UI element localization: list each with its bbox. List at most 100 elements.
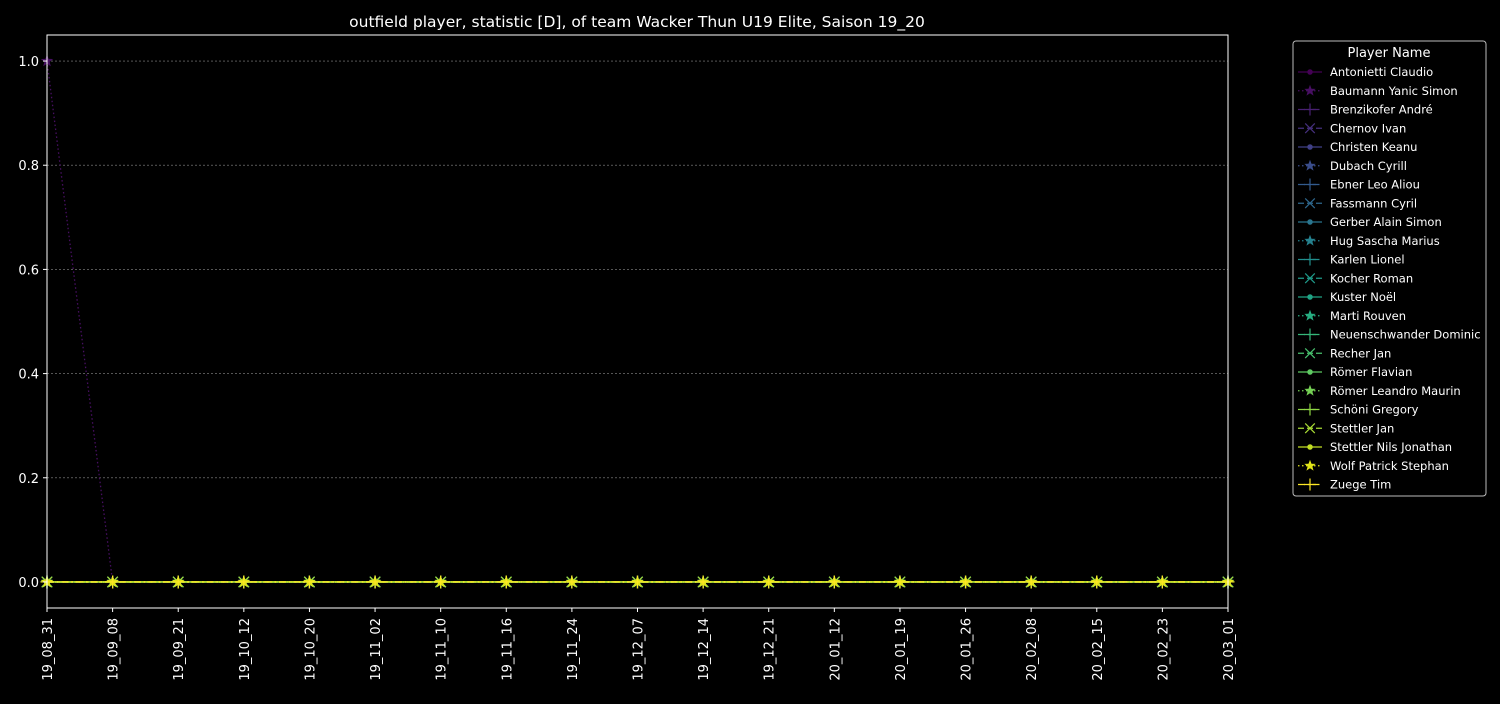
- y-tick-label: 0.6: [18, 263, 39, 278]
- legend-item: Römer Flavian: [1298, 365, 1412, 379]
- legend-marker: [1304, 103, 1316, 116]
- legend-marker: [1304, 459, 1316, 471]
- legend-marker: [1304, 84, 1316, 96]
- legend-label: Stettler Nils Jonathan: [1330, 440, 1452, 454]
- plot-area: [47, 35, 1228, 608]
- legend-label: Ebner Leo Aliou: [1330, 178, 1420, 192]
- legend-marker: [1304, 178, 1316, 191]
- legend-items: Antonietti Claudio Baumann Yanic Simon Bre…: [1298, 65, 1481, 492]
- legend-item: Fassmann Cyril: [1298, 196, 1417, 210]
- x-tick-label: 20_01_19: [894, 618, 909, 681]
- legend-item: Marti Rouven: [1298, 309, 1406, 323]
- data-point: [893, 575, 907, 589]
- legend-item: Chernov Ivan: [1298, 121, 1406, 135]
- legend-label: Schöni Gregory: [1330, 403, 1419, 417]
- data-point: [762, 575, 776, 589]
- legend-item: Römer Leandro Maurin: [1298, 384, 1461, 398]
- legend-marker: [1307, 444, 1313, 450]
- legend-label: Dubach Cyrill: [1330, 159, 1407, 173]
- legend-label: Zuege Tim: [1330, 478, 1391, 492]
- legend-item: Antonietti Claudio: [1298, 65, 1433, 79]
- x-tick-label: 20_01_26: [960, 618, 975, 681]
- legend-label: Brenzikofer André: [1330, 103, 1433, 117]
- x-tick-label: 19_11_24: [566, 618, 581, 681]
- legend-marker: [1304, 123, 1316, 134]
- legend-marker: [1304, 253, 1316, 266]
- legend-item: Neuenschwander Dominic: [1298, 328, 1481, 342]
- data-point: [302, 575, 316, 589]
- data-point: [171, 575, 185, 589]
- legend-item: Gerber Alain Simon: [1298, 215, 1442, 229]
- data-point: [565, 575, 579, 589]
- y-tick-label: 0.2: [18, 472, 39, 487]
- legend-marker: [1304, 309, 1316, 321]
- legend-label: Neuenschwander Dominic: [1330, 328, 1481, 342]
- legend-item: Zuege Tim: [1298, 478, 1391, 492]
- legend-label: Chernov Ivan: [1330, 121, 1406, 135]
- y-tick-label: 0.4: [18, 368, 39, 383]
- series-layer: [40, 54, 1235, 589]
- x-tick-label: 20_02_23: [1156, 618, 1171, 681]
- data-point: [1024, 575, 1038, 589]
- legend-item: Recher Jan: [1298, 346, 1391, 360]
- data-point: [696, 575, 710, 589]
- data-point: [1155, 575, 1169, 589]
- legend-marker: [1307, 69, 1313, 75]
- legend-label: Baumann Yanic Simon: [1330, 84, 1458, 98]
- series-group: [40, 575, 1235, 589]
- legend-marker: [1304, 159, 1316, 171]
- x-tick-label: 20_01_12: [828, 618, 843, 681]
- legend-item: Christen Keanu: [1298, 140, 1417, 154]
- data-point: [434, 575, 448, 589]
- data-point: [959, 575, 973, 589]
- x-tick-label: 20_02_15: [1091, 618, 1106, 681]
- x-tick-label: 19_10_20: [303, 618, 318, 681]
- x-tick-label: 19_09_08: [107, 618, 122, 681]
- legend-item: Schöni Gregory: [1298, 403, 1419, 417]
- legend-item: Dubach Cyrill: [1298, 159, 1407, 173]
- legend-marker: [1304, 198, 1316, 209]
- x-tick-label: 19_12_07: [632, 618, 647, 681]
- legend-item: Brenzikofer André: [1298, 103, 1433, 117]
- legend-marker: [1304, 384, 1316, 396]
- legend-item: Kocher Roman: [1298, 271, 1413, 285]
- data-point: [827, 575, 841, 589]
- legend-marker: [1307, 219, 1313, 225]
- x-tick-label: 19_08_31: [41, 618, 56, 681]
- legend-label: Hug Sascha Marius: [1330, 234, 1440, 248]
- data-point: [237, 575, 251, 589]
- x-tick-label: 19_12_14: [697, 618, 712, 681]
- legend-marker: [1304, 348, 1316, 359]
- legend-marker: [1304, 478, 1316, 491]
- legend-label: Kocher Roman: [1330, 271, 1413, 285]
- legend-label: Recher Jan: [1330, 346, 1391, 360]
- legend-item: Stettler Jan: [1298, 421, 1394, 435]
- x-tick-label: 19_12_21: [763, 618, 778, 681]
- legend-marker: [1307, 294, 1313, 300]
- legend-label: Kuster Noël: [1330, 290, 1396, 304]
- data-point: [499, 575, 513, 589]
- y-axis: 0.0 0.2 0.4 0.6 0.8 1.0: [18, 55, 47, 591]
- legend-label: Wolf Patrick Stephan: [1330, 459, 1449, 473]
- legend-label: Fassmann Cyril: [1330, 196, 1417, 210]
- data-point: [1090, 575, 1104, 589]
- legend-label: Marti Rouven: [1330, 309, 1406, 323]
- legend-marker: [1304, 273, 1316, 284]
- legend-item: Ebner Leo Aliou: [1298, 178, 1420, 192]
- legend-marker: [1307, 369, 1313, 375]
- legend-item: Hug Sascha Marius: [1298, 234, 1440, 248]
- legend-item: Baumann Yanic Simon: [1298, 84, 1458, 98]
- legend-label: Karlen Lionel: [1330, 253, 1405, 267]
- legend-marker: [1304, 328, 1316, 341]
- x-axis: 19_08_31 19_09_08 19_09_21 19_10_12 19_10_20…: [41, 608, 1237, 681]
- legend-box: [1292, 40, 1487, 497]
- legend-item: Stettler Nils Jonathan: [1298, 440, 1452, 454]
- legend-title: Player Name: [1348, 46, 1431, 61]
- data-point: [368, 575, 382, 589]
- y-tick-label: 1.0: [18, 55, 39, 70]
- x-tick-label: 19_11_10: [435, 618, 450, 681]
- legend-item: Karlen Lionel: [1298, 253, 1405, 267]
- x-tick-label: 19_10_12: [238, 618, 253, 681]
